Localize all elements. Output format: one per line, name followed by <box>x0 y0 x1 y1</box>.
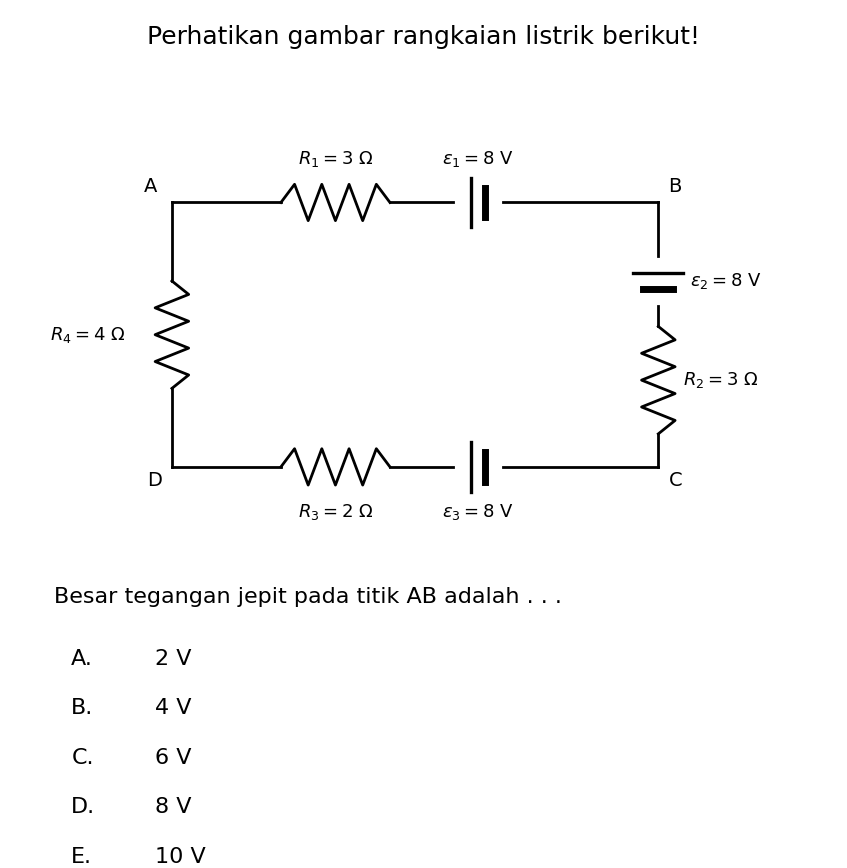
Text: C.: C. <box>71 748 94 768</box>
Text: B: B <box>668 177 682 196</box>
Text: B.: B. <box>71 698 93 718</box>
Text: 4 V: 4 V <box>155 698 191 718</box>
Text: A.: A. <box>71 648 93 668</box>
Text: D: D <box>147 471 162 490</box>
Text: $\varepsilon_1 = 8\ \mathrm{V}$: $\varepsilon_1 = 8\ \mathrm{V}$ <box>442 149 514 169</box>
Text: 2 V: 2 V <box>155 648 191 668</box>
Text: $R_1 = 3\ \Omega$: $R_1 = 3\ \Omega$ <box>298 149 374 169</box>
Text: $\varepsilon_3 = 8\ \mathrm{V}$: $\varepsilon_3 = 8\ \mathrm{V}$ <box>442 502 514 522</box>
Text: C: C <box>668 471 682 490</box>
Text: Besar tegangan jepit pada titik AB adalah . . .: Besar tegangan jepit pada titik AB adala… <box>54 587 562 607</box>
Text: 8 V: 8 V <box>155 798 191 818</box>
Text: $R_3 = 2\ \Omega$: $R_3 = 2\ \Omega$ <box>298 502 374 522</box>
Text: Perhatikan gambar rangkaian listrik berikut!: Perhatikan gambar rangkaian listrik beri… <box>147 25 700 49</box>
Text: 10 V: 10 V <box>155 847 206 867</box>
Text: A: A <box>143 177 157 196</box>
Text: $\varepsilon_2 = 8\ \mathrm{V}$: $\varepsilon_2 = 8\ \mathrm{V}$ <box>690 271 762 291</box>
Text: 6 V: 6 V <box>155 748 191 768</box>
Text: D.: D. <box>71 798 96 818</box>
Text: $R_2 = 3\ \Omega$: $R_2 = 3\ \Omega$ <box>684 370 759 390</box>
Text: E.: E. <box>71 847 92 867</box>
Text: $R_4 = 4\ \Omega$: $R_4 = 4\ \Omega$ <box>50 325 125 345</box>
